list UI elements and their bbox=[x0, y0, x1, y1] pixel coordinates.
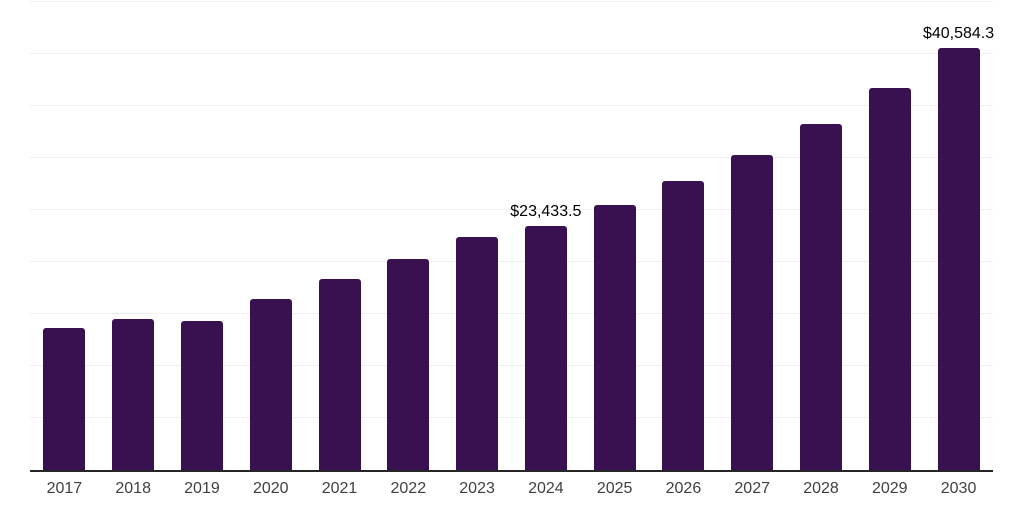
bar-2028 bbox=[799, 124, 842, 470]
bar-group-2017 bbox=[30, 2, 99, 470]
bar-group-2030: $40,584.3 bbox=[922, 2, 995, 470]
gridline-45000 bbox=[30, 1, 993, 2]
x-tick-2027: 2027 bbox=[734, 480, 770, 497]
x-tick-2022: 2022 bbox=[390, 480, 427, 497]
bar-group-2023 bbox=[443, 2, 512, 470]
gridline-40000 bbox=[30, 53, 993, 54]
bar-2022 bbox=[387, 259, 430, 470]
bar-group-2028 bbox=[787, 2, 856, 470]
bar-group-2027 bbox=[718, 2, 787, 470]
x-tick-2018: 2018 bbox=[115, 480, 151, 497]
x-tick-2019: 2019 bbox=[184, 480, 220, 497]
bar-group-2018 bbox=[99, 2, 168, 470]
bar-2026 bbox=[662, 180, 705, 470]
x-tick-2026: 2026 bbox=[665, 480, 702, 497]
bar-2020 bbox=[249, 299, 292, 470]
x-tick-2021: 2021 bbox=[321, 480, 358, 497]
gridline-15000 bbox=[30, 313, 993, 314]
x-tick-2025: 2025 bbox=[596, 480, 633, 497]
data-label-2024: $23,433.5 bbox=[510, 203, 582, 221]
x-tick-2028: 2028 bbox=[803, 480, 839, 497]
bar-2017 bbox=[43, 327, 86, 470]
plot-area: $23,433.5 $40,584.3 bbox=[30, 1, 995, 472]
bar-group-2019 bbox=[168, 2, 237, 470]
gridline-30000 bbox=[30, 157, 993, 158]
bar-group-2029 bbox=[855, 2, 924, 470]
gridline-10000 bbox=[30, 365, 993, 366]
bar-2019 bbox=[180, 320, 223, 470]
bar-2024 bbox=[524, 226, 567, 470]
data-label-2030: $40,584.3 bbox=[922, 24, 995, 42]
bar-2023 bbox=[456, 236, 499, 470]
gridline-35000 bbox=[30, 105, 993, 106]
bar-2029 bbox=[868, 88, 911, 470]
bar-2018 bbox=[112, 319, 155, 470]
x-tick-2023: 2023 bbox=[459, 480, 495, 497]
bar-series: $23,433.5 $40,584.3 bbox=[30, 2, 995, 470]
gridline-25000 bbox=[30, 209, 993, 210]
bar-2021 bbox=[318, 278, 361, 470]
x-tick-2024: 2024 bbox=[528, 480, 564, 497]
x-tick-2029: 2029 bbox=[871, 480, 908, 497]
bar-2027 bbox=[731, 154, 774, 470]
gridline-20000 bbox=[30, 261, 993, 262]
bar-group-2022 bbox=[374, 2, 443, 470]
x-tick-2030: 2030 bbox=[940, 480, 977, 497]
bar-group-2020 bbox=[236, 2, 305, 470]
bar-2030 bbox=[937, 47, 980, 470]
x-tick-2020: 2020 bbox=[252, 480, 289, 497]
bar-group-2025 bbox=[580, 2, 649, 470]
bar-group-2021 bbox=[305, 2, 374, 470]
x-tick-2017: 2017 bbox=[46, 480, 83, 497]
bar-group-2026 bbox=[649, 2, 718, 470]
gridline-5000 bbox=[30, 417, 993, 418]
bar-2025 bbox=[593, 204, 636, 470]
bar-group-2024: $23,433.5 bbox=[510, 2, 582, 470]
x-axis-tick-labels: 2017 2018 2019 2020 2021 2022 2023 2024 2025 2026… bbox=[30, 478, 993, 500]
